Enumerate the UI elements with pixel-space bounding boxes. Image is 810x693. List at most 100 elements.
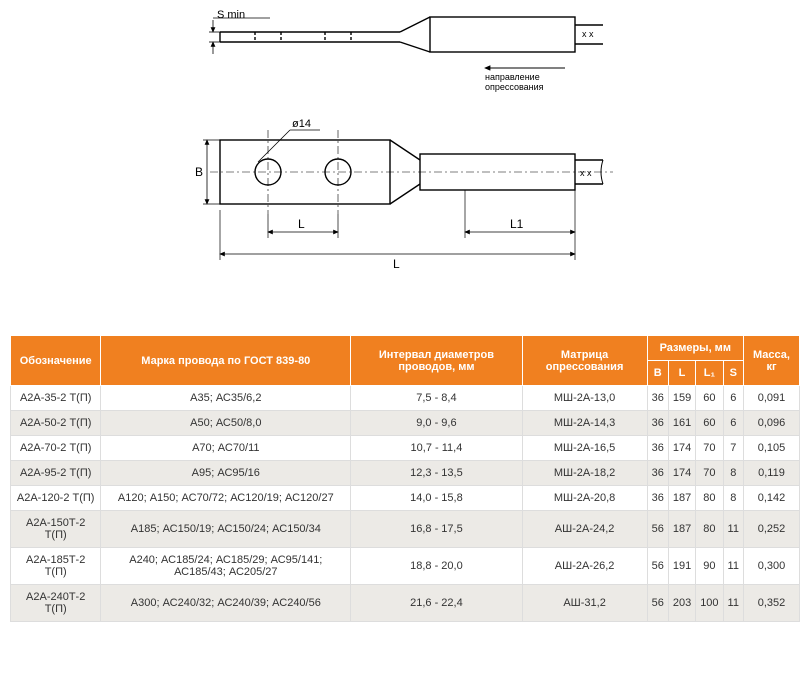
col-L1: L₁ [696, 361, 723, 386]
table-cell: 0,105 [743, 436, 799, 461]
table-cell: АШ-2А-24,2 [522, 511, 647, 548]
label-dir1: направление [485, 72, 540, 82]
table-cell: 56 [647, 511, 668, 548]
table-cell: 8 [723, 461, 743, 486]
table-cell: 203 [668, 585, 695, 622]
table-cell: А185; АС150/19; АС150/24; АС150/34 [101, 511, 351, 548]
table-cell: 90 [696, 548, 723, 585]
table-row: А2А-70-2 Т(П)А70; АС70/1110,7 - 11,4МШ-2… [11, 436, 800, 461]
table-row: А2А-50-2 Т(П)А50; АС50/8,09,0 - 9,6МШ-2А… [11, 411, 800, 436]
table-cell: 56 [647, 548, 668, 585]
table-cell: 0,300 [743, 548, 799, 585]
table-cell: 36 [647, 386, 668, 411]
col-wire: Марка провода по ГОСТ 839-80 [101, 336, 351, 386]
table-cell: 187 [668, 486, 695, 511]
table-cell: МШ-2А-18,2 [522, 461, 647, 486]
table-cell: 36 [647, 436, 668, 461]
table-row: А2А-120-2 Т(П)А120; А150; АС70/72; АС120… [11, 486, 800, 511]
col-group-dims: Размеры, мм [647, 336, 743, 361]
table-cell: А2А-35-2 Т(П) [11, 386, 101, 411]
table-cell: А2А-70-2 Т(П) [11, 436, 101, 461]
col-S: S [723, 361, 743, 386]
table-cell: 12,3 - 13,5 [351, 461, 522, 486]
table-cell: 187 [668, 511, 695, 548]
table-cell: А2А-185Т-2 Т(П) [11, 548, 101, 585]
col-designation: Обозначение [11, 336, 101, 386]
table-cell: 80 [696, 486, 723, 511]
table-cell: А2А-150Т-2 Т(П) [11, 511, 101, 548]
table-cell: 7 [723, 436, 743, 461]
table-cell: 60 [696, 411, 723, 436]
table-cell: 36 [647, 486, 668, 511]
table-cell: А50; АС50/8,0 [101, 411, 351, 436]
svg-text:x x: x x [580, 168, 592, 178]
label-Lsmall: L [298, 217, 305, 231]
table-row: А2А-95-2 Т(П)А95; АС95/1612,3 - 13,5МШ-2… [11, 461, 800, 486]
table-row: А2А-150Т-2 Т(П)А185; АС150/19; АС150/24;… [11, 511, 800, 548]
label-smin: S min [217, 10, 245, 21]
table-cell: 6 [723, 411, 743, 436]
table-row: А2А-240Т-2 Т(П)А300; АС240/32; АС240/39;… [11, 585, 800, 622]
table-cell: МШ-2А-14,3 [522, 411, 647, 436]
col-B: B [647, 361, 668, 386]
table-cell: 60 [696, 386, 723, 411]
table-cell: А120; А150; АС70/72; АС120/19; АС120/27 [101, 486, 351, 511]
label-Lbig: L [393, 257, 400, 271]
table-cell: 174 [668, 436, 695, 461]
table-cell: 0,091 [743, 386, 799, 411]
label-dia: ø14 [292, 118, 311, 130]
drawing-svg: x x S min направление опрессования x x [185, 10, 625, 290]
technical-drawing: x x S min направление опрессования x x [10, 10, 800, 295]
spec-table: Обозначение Марка провода по ГОСТ 839-80… [10, 335, 800, 622]
table-cell: 161 [668, 411, 695, 436]
svg-text:x x: x x [582, 29, 594, 39]
table-cell: АШ-2А-26,2 [522, 548, 647, 585]
table-cell: 0,352 [743, 585, 799, 622]
table-cell: 11 [723, 548, 743, 585]
table-cell: А2А-50-2 Т(П) [11, 411, 101, 436]
label-B: В [195, 165, 203, 179]
table-cell: 6 [723, 386, 743, 411]
table-cell: 0,119 [743, 461, 799, 486]
table-cell: 80 [696, 511, 723, 548]
table-cell: 0,096 [743, 411, 799, 436]
table-cell: 8 [723, 486, 743, 511]
table-cell: 10,7 - 11,4 [351, 436, 522, 461]
table-row: А2А-185Т-2 Т(П)А240; АС185/24; АС185/29;… [11, 548, 800, 585]
table-cell: 174 [668, 461, 695, 486]
table-cell: А300; АС240/32; АС240/39; АС240/56 [101, 585, 351, 622]
table-cell: 70 [696, 436, 723, 461]
label-L1: L1 [510, 217, 524, 231]
table-row: А2А-35-2 Т(П)А35; АС35/6,27,5 - 8,4МШ-2А… [11, 386, 800, 411]
table-cell: 191 [668, 548, 695, 585]
table-cell: А95; АС95/16 [101, 461, 351, 486]
table-cell: 18,8 - 20,0 [351, 548, 522, 585]
table-cell: МШ-2А-20,8 [522, 486, 647, 511]
table-cell: 0,142 [743, 486, 799, 511]
table-cell: 36 [647, 411, 668, 436]
table-cell: МШ-2А-13,0 [522, 386, 647, 411]
col-matrix: Матрица опрессования [522, 336, 647, 386]
col-interval: Интервал диаметров проводов, мм [351, 336, 522, 386]
table-cell: 159 [668, 386, 695, 411]
table-cell: 14,0 - 15,8 [351, 486, 522, 511]
table-cell: А240; АС185/24; АС185/29; АС95/141; АС18… [101, 548, 351, 585]
table-cell: 11 [723, 585, 743, 622]
table-cell: МШ-2А-16,5 [522, 436, 647, 461]
col-mass: Масса, кг [743, 336, 799, 386]
table-cell: А70; АС70/11 [101, 436, 351, 461]
label-dir2: опрессования [485, 82, 544, 92]
table-cell: А2А-95-2 Т(П) [11, 461, 101, 486]
table-cell: 36 [647, 461, 668, 486]
table-cell: 21,6 - 22,4 [351, 585, 522, 622]
table-cell: А35; АС35/6,2 [101, 386, 351, 411]
table-cell: 56 [647, 585, 668, 622]
table-cell: 0,252 [743, 511, 799, 548]
table-cell: АШ-31,2 [522, 585, 647, 622]
table-cell: 11 [723, 511, 743, 548]
table-cell: 16,8 - 17,5 [351, 511, 522, 548]
table-cell: А2А-240Т-2 Т(П) [11, 585, 101, 622]
table-cell: 7,5 - 8,4 [351, 386, 522, 411]
table-cell: 100 [696, 585, 723, 622]
col-L: L [668, 361, 695, 386]
